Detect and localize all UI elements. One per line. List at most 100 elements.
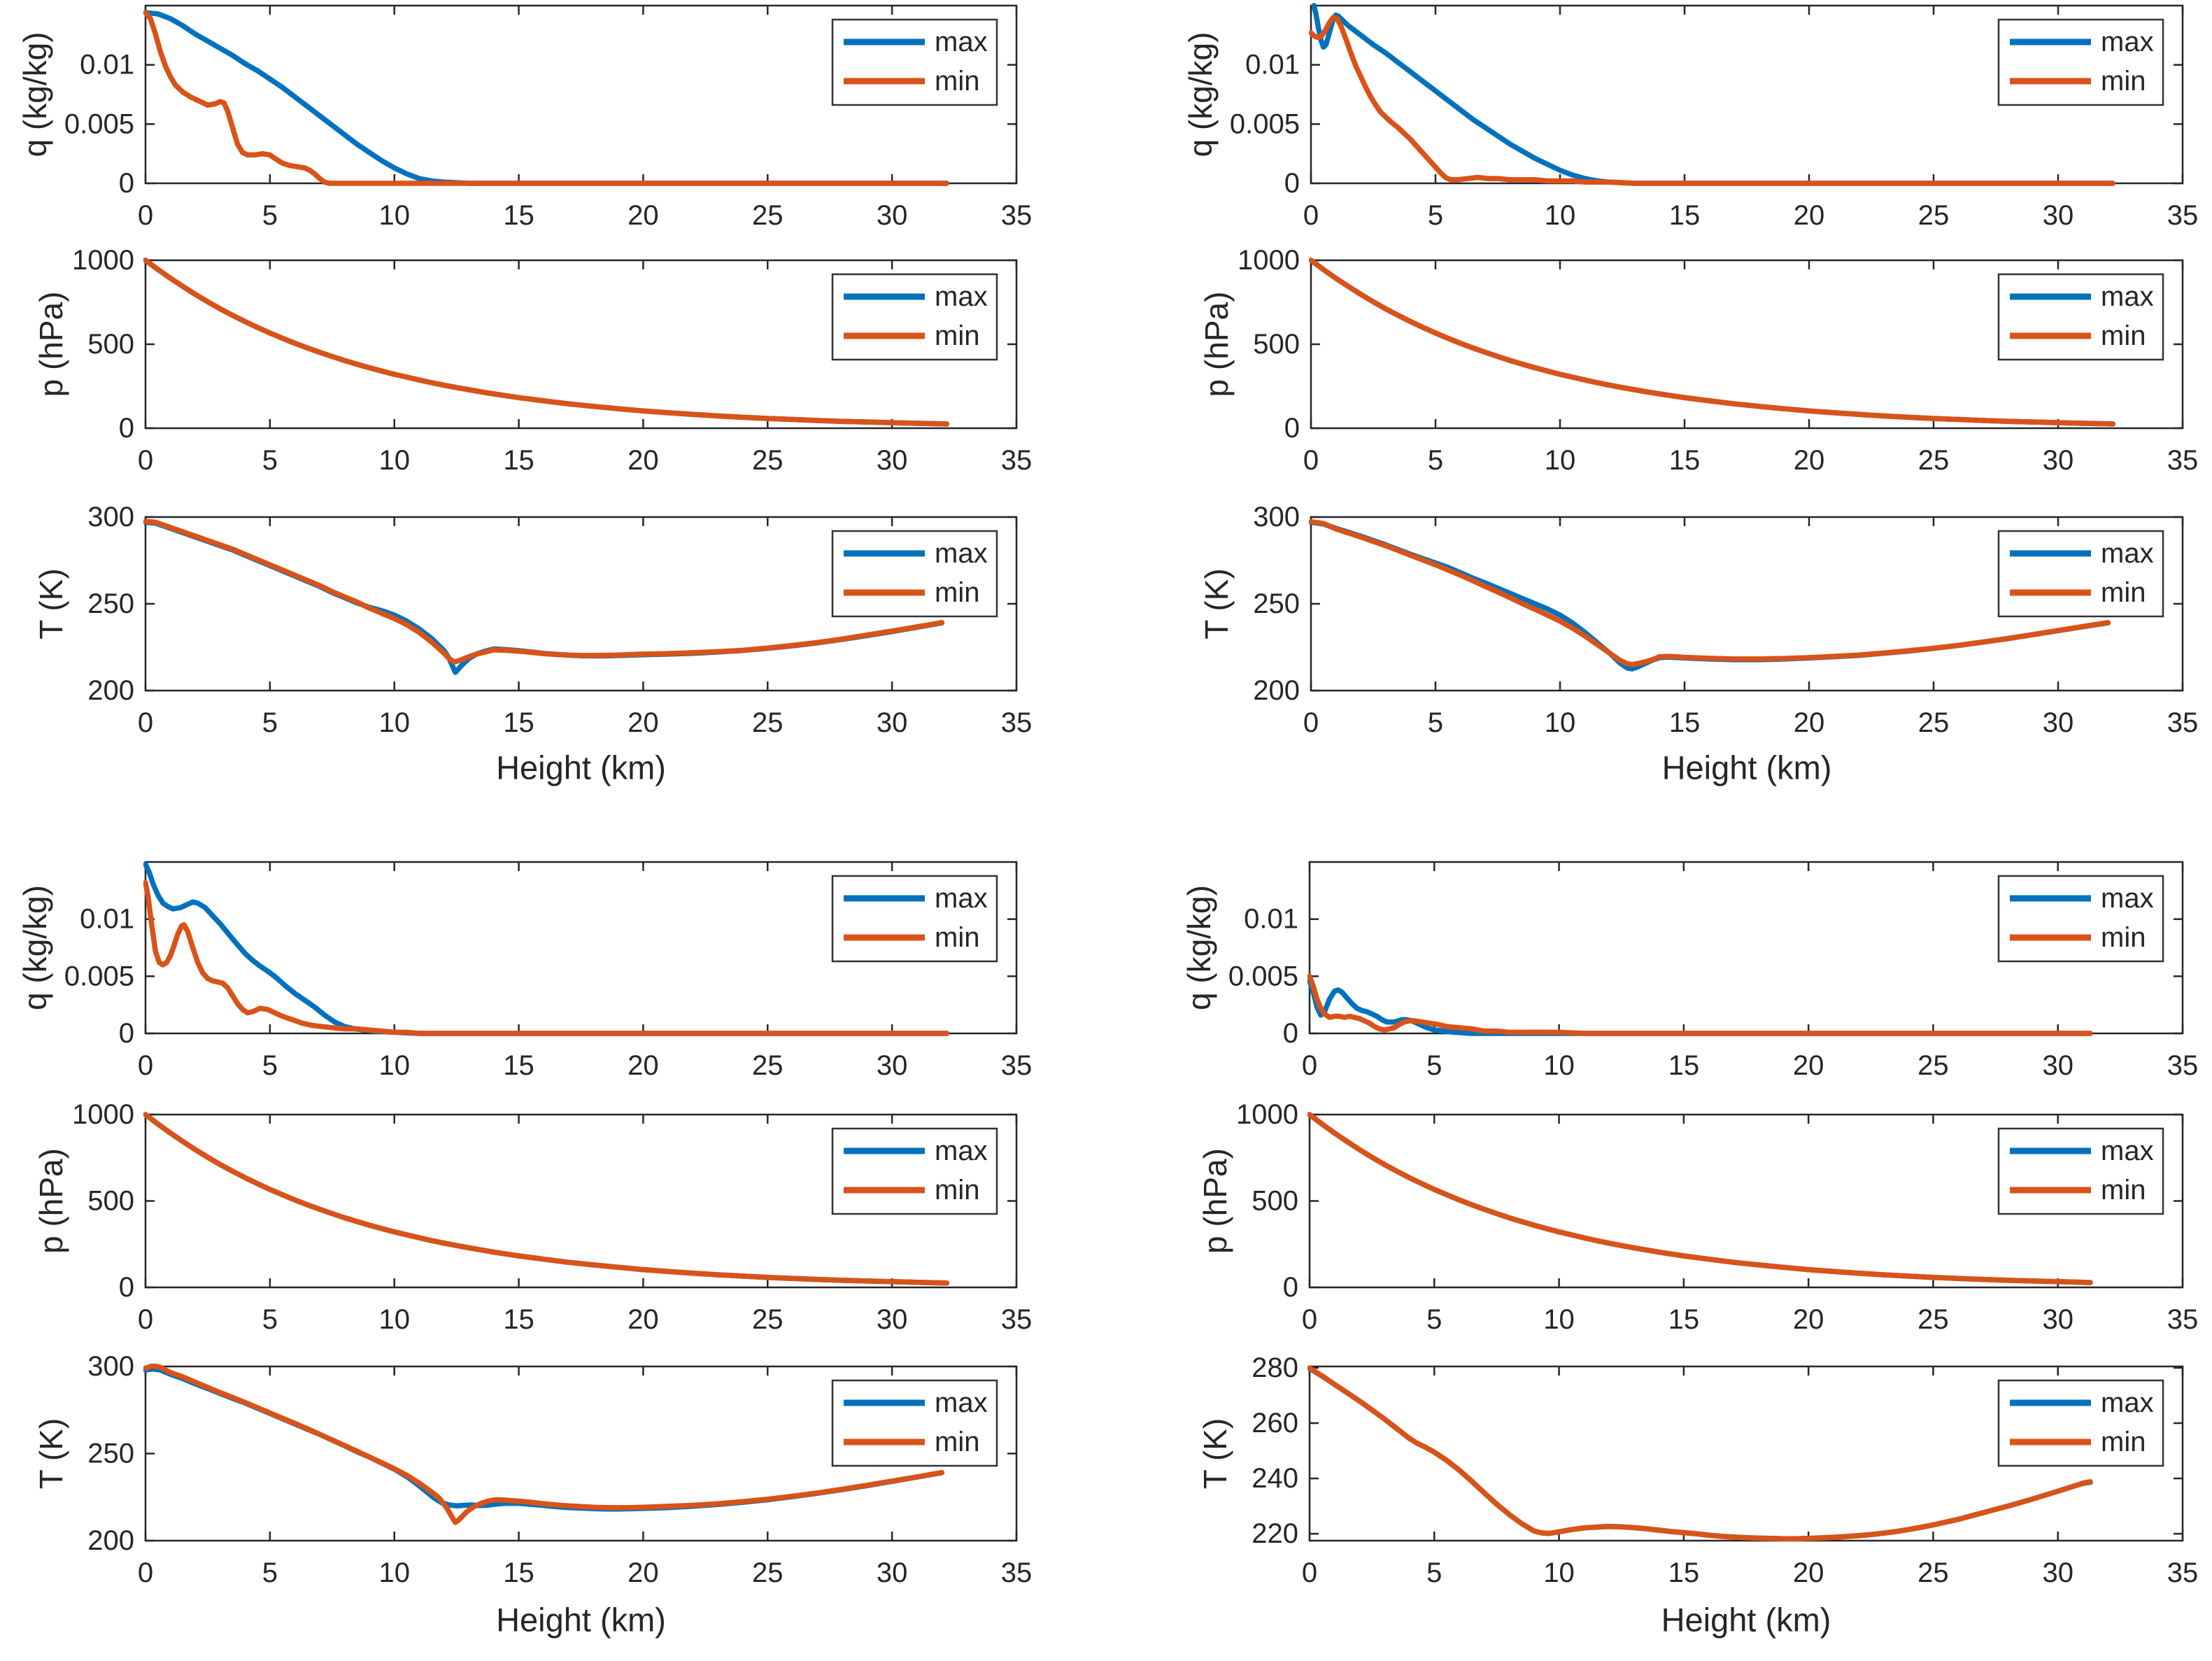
x-tick-label: 35 (2167, 1050, 2199, 1081)
legend: max min (831, 273, 998, 361)
y-axis-label: p (hPa) (1197, 1148, 1233, 1254)
y-tick-label: 0.005 (1228, 961, 1298, 991)
x-tick-label: 25 (752, 1304, 784, 1335)
y-tick-label: 0.01 (80, 904, 134, 935)
legend-max-label: max (2101, 883, 2154, 914)
x-tick-label: 10 (1543, 1050, 1575, 1081)
legend-box (1997, 875, 2164, 963)
x-tick-label: 5 (262, 1050, 278, 1081)
legend: max min (1997, 1379, 2164, 1467)
y-tick-label: 500 (87, 329, 134, 360)
y-tick-label: 500 (87, 1186, 134, 1217)
x-axis-label: Height (km) (496, 749, 666, 786)
series-line-max (143, 10, 950, 186)
subplot-bottom-right-q: 0 5 10 15 20 25 30 35 0 0.005 0.01 q (kg/kg) max min (1181, 861, 2199, 1081)
x-tick-label: 15 (503, 445, 534, 476)
subplot-bottom-left-q: 0 5 10 15 20 25 30 35 0 0.005 0.01 q (kg/kg) max min (17, 861, 1032, 1081)
x-tick-label: 0 (138, 1557, 153, 1588)
y-tick-label: 300 (87, 1351, 134, 1382)
legend: max min (831, 18, 998, 106)
x-tick-label: 0 (1302, 1557, 1317, 1588)
x-tick-label: 10 (378, 200, 410, 231)
y-axis-label: T (K) (1198, 568, 1235, 639)
x-tick-label: 35 (2167, 707, 2199, 738)
legend-max-label: max (935, 538, 988, 569)
y-axis-label: p (hPa) (33, 292, 69, 397)
panel-bottom-left: 0 5 10 15 20 25 30 35 0 0.005 0.01 q (kg/kg) max min 0… (0, 830, 1106, 1661)
x-tick-label: 15 (1668, 1304, 1700, 1335)
y-tick-label: 250 (87, 1439, 134, 1469)
x-tick-label: 20 (628, 1050, 659, 1081)
panel-bottom-right: 0 5 10 15 20 25 30 35 0 0.005 0.01 q (kg/kg) max min 0… (1106, 830, 2212, 1661)
x-tick-label: 25 (752, 1557, 784, 1588)
y-tick-label: 500 (1253, 329, 1300, 360)
x-tick-label: 0 (1302, 1304, 1317, 1335)
x-tick-label: 5 (262, 1304, 278, 1335)
legend: max min (1997, 530, 2164, 618)
panel-top-right: 0 5 10 15 20 25 30 35 0 0.005 0.01 q (kg/kg) max min 0… (1106, 0, 2212, 830)
x-tick-label: 0 (1303, 707, 1319, 738)
y-tick-label: 280 (1252, 1352, 1298, 1383)
x-tick-label: 15 (1669, 200, 1701, 231)
legend-box (1997, 18, 2164, 106)
y-tick-label: 220 (1252, 1518, 1298, 1549)
x-tick-label: 20 (1793, 1304, 1824, 1335)
x-tick-label: 30 (2042, 1304, 2073, 1335)
x-tick-label: 20 (1793, 1557, 1824, 1588)
y-axis-label: q (kg/kg) (1181, 885, 1217, 1010)
y-tick-label: 0 (1283, 1272, 1298, 1303)
x-tick-label: 10 (378, 1557, 410, 1588)
series-line-min (1307, 1365, 2093, 1541)
y-tick-label: 0 (119, 168, 134, 199)
x-tick-label: 25 (1917, 1304, 1949, 1335)
subplot-top-left-q: 0 5 10 15 20 25 30 35 0 0.005 0.01 q (kg/kg) max min (17, 4, 1032, 231)
x-tick-label: 35 (2167, 1304, 2199, 1335)
y-tick-label: 0.005 (1230, 108, 1300, 139)
x-tick-label: 30 (2042, 1557, 2073, 1588)
y-tick-label: 240 (1252, 1463, 1298, 1494)
legend-box (1997, 1127, 2164, 1215)
x-tick-label: 0 (138, 1304, 153, 1335)
series-line-min (1309, 257, 2116, 427)
series-line-min (143, 10, 950, 186)
y-tick-label: 260 (1252, 1408, 1298, 1439)
y-tick-label: 0 (119, 413, 134, 444)
legend: max min (831, 1379, 998, 1467)
legend-box (1997, 1379, 2164, 1467)
x-tick-label: 0 (1303, 200, 1319, 231)
y-tick-label: 0 (1284, 413, 1300, 444)
x-tick-label: 5 (1426, 1557, 1442, 1588)
legend-min-label: min (2101, 1427, 2146, 1457)
x-tick-label: 25 (1918, 200, 1950, 231)
legend: max min (831, 1127, 998, 1215)
x-tick-label: 15 (503, 1557, 534, 1588)
x-tick-label: 15 (503, 200, 534, 231)
legend-box (1997, 530, 2164, 618)
y-tick-label: 250 (1253, 588, 1300, 619)
y-axis-label: T (K) (33, 1418, 69, 1489)
legend-box (831, 18, 998, 106)
x-tick-label: 25 (752, 1050, 784, 1081)
x-tick-label: 5 (1428, 445, 1443, 476)
legend: max min (1997, 875, 2164, 963)
y-tick-label: 500 (1252, 1186, 1298, 1217)
x-axis-label: Height (km) (496, 1602, 666, 1639)
x-tick-label: 30 (877, 707, 908, 738)
x-tick-label: 10 (1545, 445, 1576, 476)
legend-box (831, 273, 998, 361)
x-tick-label: 5 (1428, 200, 1443, 231)
y-tick-label: 200 (87, 1525, 134, 1556)
x-tick-label: 35 (1001, 1304, 1033, 1335)
x-tick-label: 5 (1426, 1050, 1442, 1081)
x-tick-label: 5 (1428, 707, 1443, 738)
legend-max-label: max (2101, 281, 2154, 312)
y-tick-label: 0 (1283, 1018, 1298, 1049)
y-tick-label: 0.005 (64, 108, 134, 139)
x-tick-label: 10 (378, 707, 410, 738)
y-tick-label: 0.01 (80, 50, 134, 80)
y-axis-label: p (hPa) (33, 1148, 69, 1254)
